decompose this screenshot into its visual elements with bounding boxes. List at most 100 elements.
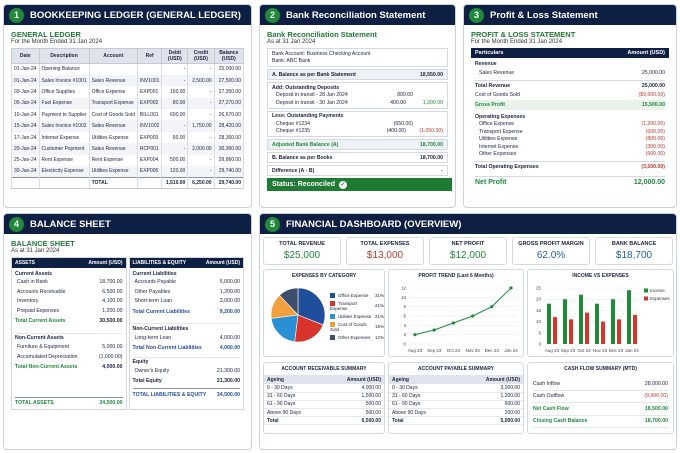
y-tick-label: 25 bbox=[536, 286, 542, 291]
pie-slice bbox=[294, 314, 324, 343]
section-number-badge: 3 bbox=[469, 7, 484, 23]
bs-line-item: Accounts Receivable 6,500.00 bbox=[15, 287, 123, 297]
expense-label: Internet Expense bbox=[479, 143, 519, 150]
ledger-total-balance: 29,740.00 bbox=[213, 176, 245, 190]
ledger-cell: 27,270.00 bbox=[213, 97, 245, 110]
section-number-badge: 5 bbox=[265, 216, 280, 232]
net-profit-value: 12,000.00 bbox=[633, 179, 665, 186]
cashflow-row: Cash Outflow (9,500.00) bbox=[533, 391, 668, 403]
bs-item-value: (1,000.00) bbox=[98, 353, 123, 360]
ledger-cell: 01-Jan-24 bbox=[11, 63, 40, 75]
dash-header-title: FINANCIAL DASHBOARD (OVERVIEW) bbox=[286, 218, 462, 230]
ledger-cell: 15-Jan-24 bbox=[11, 120, 40, 132]
ledger-cell: 25,000.00 bbox=[213, 63, 245, 75]
ledger-cell: Sales Revenue bbox=[88, 143, 138, 155]
ageing-value: 500.00 bbox=[323, 408, 384, 418]
bs-item-label: Accounts Payable bbox=[134, 279, 177, 286]
bar-chart-title: INCOME VS EXPENSES bbox=[572, 273, 629, 279]
bs-item-value: 21,300.00 bbox=[216, 368, 240, 375]
ledger-total-cell bbox=[11, 176, 40, 190]
recon-header: 2 Bank Reconciliation Statement bbox=[260, 5, 455, 25]
legend-swatch bbox=[330, 292, 335, 298]
recon-title: Bank Reconciliation Statement bbox=[267, 30, 378, 39]
ledger-cell: - bbox=[161, 120, 189, 132]
ledger-cell: Office Supplies bbox=[38, 86, 90, 98]
kpi-value: 62.0% bbox=[536, 250, 566, 261]
pie-legend-label: Cost of Goods Sold bbox=[330, 322, 375, 332]
ledger-cell: 29,860.00 bbox=[213, 154, 245, 167]
outstanding-payments: Less: Outstanding Payments Cheque #1234(… bbox=[267, 110, 448, 137]
expense-row: Office Expense (1,200.00) bbox=[475, 121, 665, 129]
ledger-row: 30-Jan-24 Electricity Expense Utilities Ex… bbox=[11, 166, 245, 178]
ageing-label: Above 90 Days bbox=[264, 408, 324, 418]
pie-legend-item: Cost of Goods Sold 15% bbox=[330, 322, 384, 333]
y-tick-label: 0 bbox=[403, 342, 406, 347]
ledger-cell: 25-Jan-24 bbox=[11, 154, 40, 167]
trend-point bbox=[490, 305, 494, 309]
y-tick-label: 4 bbox=[403, 323, 406, 328]
kpi-label: BANK BALANCE bbox=[611, 241, 657, 247]
ap-table: Ageing Amount (USD) 0 - 30 Days 3,000.00 31… bbox=[389, 375, 523, 426]
bs-item-label: Short-term Loan bbox=[134, 298, 172, 305]
ledger-cell: Customer Payment bbox=[38, 143, 90, 155]
ageing-total-label: Total bbox=[264, 416, 324, 426]
bs-line-item: Long-term Loan 4,000.00 bbox=[133, 333, 241, 343]
ledger-cell: 30-Jan-24 bbox=[11, 166, 40, 178]
x-tick-label: Dec 23 bbox=[485, 348, 500, 353]
ledger-cell: 60.00 bbox=[161, 131, 189, 144]
pl-header-title: Profit & Loss Statement bbox=[490, 9, 598, 21]
bar-expenses bbox=[569, 319, 573, 344]
ledger-cell: - bbox=[187, 97, 215, 110]
ledger-cell: 120.00 bbox=[161, 166, 189, 178]
ledger-cell: 01-Jan-24 bbox=[11, 74, 40, 87]
ledger-col-header: Description bbox=[38, 48, 90, 64]
ledger-cell bbox=[136, 63, 163, 75]
kpi-value: $18,700 bbox=[615, 250, 653, 261]
ledger-cell: 1,750.00 bbox=[187, 120, 215, 132]
ageing-value: 500.00 bbox=[323, 400, 384, 410]
kpi-card: TOTAL EXPENSES $13,000 bbox=[346, 237, 424, 265]
legend-swatch bbox=[330, 300, 335, 306]
y-tick-label: 0 bbox=[538, 342, 541, 347]
pie-value-label: 12% bbox=[374, 334, 384, 340]
ledger-header: 1 BOOKKEEPING LEDGER (GENERAL LEDGER) bbox=[4, 5, 251, 25]
ageing-row: 0 - 30 Days 3,000.00 bbox=[389, 384, 523, 393]
ageing-total-value: 5,000.00 bbox=[455, 416, 523, 426]
balance-sheet-panel: 4 BALANCE SHEET BALANCE SHEET As at 31 Ja… bbox=[3, 213, 252, 450]
ageing-total-row: Total 6,500.00 bbox=[264, 416, 384, 426]
ledger-panel: 1 BOOKKEEPING LEDGER (GENERAL LEDGER) GEN… bbox=[3, 4, 252, 208]
ageing-row: Above 90 Days 200.00 bbox=[389, 408, 523, 418]
ar-summary-card: ACCOUNT RECEIVABLE SUMMARY Ageing Amount … bbox=[263, 362, 385, 434]
bar-income bbox=[563, 299, 567, 344]
ageing-value: 1,200.00 bbox=[455, 392, 523, 401]
ap-summary-card: ACCOUNT PAYABLE SUMMARY Ageing Amount (US… bbox=[388, 362, 524, 434]
ledger-cell: Electricity Expense bbox=[38, 166, 90, 178]
pie-category-label: Cost of Goods Sold bbox=[330, 321, 367, 332]
legend-swatch bbox=[644, 296, 648, 301]
legend-label: Expenses bbox=[650, 296, 671, 301]
ageing-row: 0 - 30 Days 4,000.00 bbox=[264, 384, 384, 393]
pie-legend-item: Utilities Expense 21% bbox=[330, 311, 384, 322]
bs-item-label: Other Payables bbox=[134, 288, 171, 295]
pl-table-header: Particulars Amount (USD) bbox=[471, 48, 669, 58]
pl-body: Revenue Sales Revenue 25,000.00 Total Rev… bbox=[475, 60, 665, 186]
ledger-cell: EXP005 bbox=[136, 166, 163, 178]
ageing-label: 31 - 60 Days bbox=[264, 392, 324, 401]
section-number-badge: 2 bbox=[265, 7, 280, 23]
bs-item-value: 1,200.00 bbox=[219, 288, 240, 295]
ledger-cell: - bbox=[187, 154, 215, 167]
bs-item-value: 4,000.00 bbox=[219, 334, 240, 341]
pl-header: 3 Profit & Loss Statement bbox=[464, 5, 676, 25]
cashflow-row: Net Cash Flow 18,500.00 bbox=[533, 403, 668, 416]
bs-line-item: Cash in Bank 18,700.00 bbox=[15, 278, 123, 288]
legend-swatch bbox=[330, 313, 335, 319]
bs-item-label: Accounts Receivable bbox=[17, 288, 66, 295]
pie-slice bbox=[279, 287, 299, 316]
y-tick-label: 15 bbox=[536, 308, 542, 313]
ledger-cell: Rent Expense bbox=[88, 154, 138, 167]
bs-line-item: Prepaid Expenses 1,200.00 bbox=[15, 306, 123, 316]
ledger-col-header: Date bbox=[11, 48, 40, 64]
status-badge: Status: Reconciled ✓ bbox=[267, 178, 452, 191]
cashflow-row: Cash Inflow 28,000.00 bbox=[533, 378, 668, 391]
bar-income bbox=[627, 290, 631, 344]
